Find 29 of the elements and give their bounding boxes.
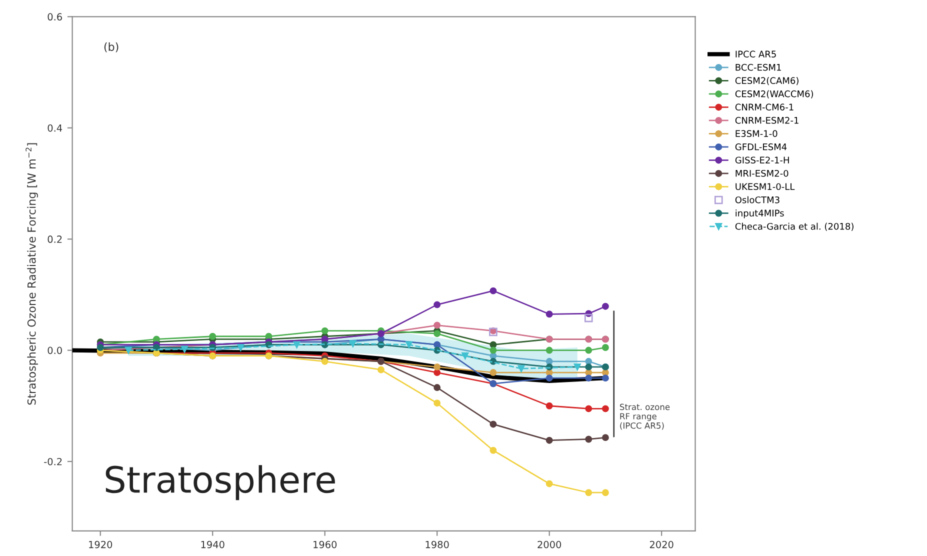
y-tick-label: -0.2 xyxy=(44,458,62,466)
legend-label: MRI-ESM2-0 xyxy=(736,170,788,177)
legend-label: OsloCTM3 xyxy=(735,196,780,204)
legend-label: CESM2(CAM6) xyxy=(735,77,798,86)
legend-label: GISS-E2-1-H xyxy=(735,156,789,164)
x-tick-label: 2020 xyxy=(650,540,674,548)
y-tick-label: 0.2 xyxy=(48,236,62,243)
legend-label: IPCC AR5 xyxy=(736,50,776,58)
legend-label: input4MIPs xyxy=(736,210,784,218)
annotation: Stratosphere xyxy=(106,465,335,500)
y-tick-label: 0.6 xyxy=(48,13,62,21)
annotation: Strat. ozone RF range (IPCC AR5) xyxy=(620,404,670,430)
legend-label: E3SM-1-0 xyxy=(736,130,778,138)
y-tick-label: 0.4 xyxy=(48,124,62,132)
x-tick-label: 1920 xyxy=(89,540,112,548)
x-tick-label: 2000 xyxy=(538,540,562,548)
x-tick-label: 1960 xyxy=(314,540,337,548)
legend-label: CNRM-CM6-1 xyxy=(735,104,794,111)
x-tick-label: 1980 xyxy=(426,540,449,548)
legend-label: GFDL-ESM4 xyxy=(735,143,787,150)
legend-label: CESM2(WACCM6) xyxy=(735,90,814,98)
legend-label: Checa-Garcia et al. (2018) xyxy=(735,222,854,231)
x-tick-label: 1940 xyxy=(201,540,224,548)
legend-label: UKESM1-0-LL xyxy=(736,183,795,190)
legend-label: BCC-ESM1 xyxy=(736,64,781,71)
y-tick-label: 0.0 xyxy=(48,346,62,354)
legend-label: CNRM-ESM2-1 xyxy=(735,116,798,124)
annotation: (b) xyxy=(104,42,118,52)
y-axis-title: Stratospheric Ozone Radiative Forcing [W m$^{−2}$] xyxy=(26,143,38,405)
